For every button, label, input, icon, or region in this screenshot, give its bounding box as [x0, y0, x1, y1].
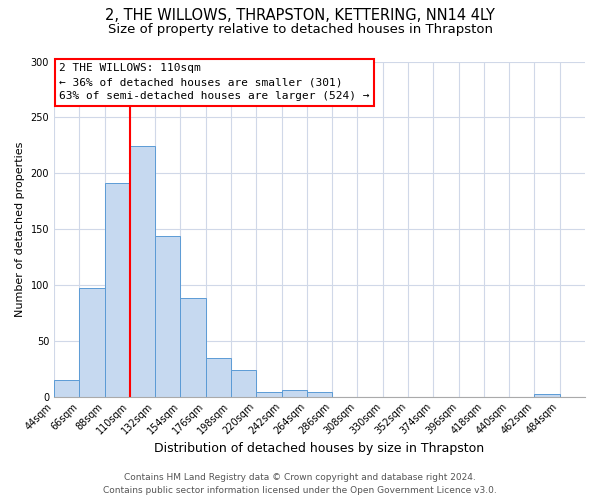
Bar [54, 380, 79, 396]
Bar [206, 358, 231, 397]
Text: 2 THE WILLOWS: 110sqm
← 36% of detached houses are smaller (301)
63% of semi-det: 2 THE WILLOWS: 110sqm ← 36% of detached … [59, 63, 370, 101]
Bar [79, 288, 104, 397]
X-axis label: Distribution of detached houses by size in Thrapston: Distribution of detached houses by size … [154, 442, 485, 455]
Bar [104, 184, 130, 396]
Bar [256, 392, 281, 396]
Bar [130, 146, 155, 396]
Bar [181, 298, 206, 396]
Bar [535, 394, 560, 396]
Bar [231, 370, 256, 396]
Text: 2, THE WILLOWS, THRAPSTON, KETTERING, NN14 4LY: 2, THE WILLOWS, THRAPSTON, KETTERING, NN… [105, 8, 495, 22]
Text: Size of property relative to detached houses in Thrapston: Size of property relative to detached ho… [107, 22, 493, 36]
Bar [281, 390, 307, 396]
Text: Contains HM Land Registry data © Crown copyright and database right 2024.
Contai: Contains HM Land Registry data © Crown c… [103, 474, 497, 495]
Bar [307, 392, 332, 396]
Y-axis label: Number of detached properties: Number of detached properties [15, 142, 25, 317]
Bar [155, 236, 181, 396]
